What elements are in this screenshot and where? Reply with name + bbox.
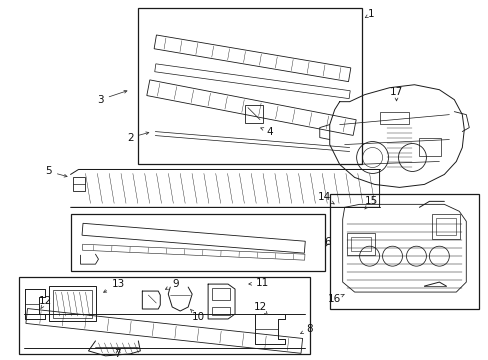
Bar bbox=[70, 214, 324, 271]
Bar bbox=[138, 8, 361, 165]
Bar bbox=[435, 218, 455, 235]
Bar bbox=[431, 214, 459, 239]
Bar bbox=[244, 105, 263, 123]
Bar bbox=[19, 277, 309, 354]
Text: 15: 15 bbox=[364, 196, 377, 209]
Bar bbox=[212, 288, 229, 300]
Text: 6: 6 bbox=[324, 237, 330, 247]
Text: 5: 5 bbox=[45, 166, 67, 177]
Text: 4: 4 bbox=[260, 127, 273, 136]
Text: 16: 16 bbox=[327, 294, 344, 304]
Bar bbox=[419, 138, 441, 156]
Text: 11: 11 bbox=[248, 278, 268, 288]
Text: 8: 8 bbox=[300, 324, 312, 334]
Bar bbox=[379, 112, 408, 123]
Text: 9: 9 bbox=[165, 279, 178, 289]
Text: 2: 2 bbox=[127, 132, 148, 143]
Text: 12: 12 bbox=[39, 296, 52, 309]
Text: 1: 1 bbox=[365, 9, 374, 19]
Bar bbox=[48, 286, 96, 321]
Bar bbox=[329, 194, 478, 309]
Text: 14: 14 bbox=[318, 192, 334, 204]
Bar bbox=[346, 233, 374, 255]
Bar bbox=[212, 307, 229, 315]
Bar bbox=[72, 177, 84, 192]
Text: 10: 10 bbox=[190, 309, 204, 322]
Bar bbox=[350, 237, 370, 251]
Text: 3: 3 bbox=[97, 90, 127, 105]
Bar bbox=[53, 290, 92, 318]
Text: 7: 7 bbox=[114, 349, 121, 359]
Text: 12: 12 bbox=[253, 302, 267, 315]
Text: 13: 13 bbox=[103, 279, 125, 292]
Text: 17: 17 bbox=[389, 87, 402, 101]
